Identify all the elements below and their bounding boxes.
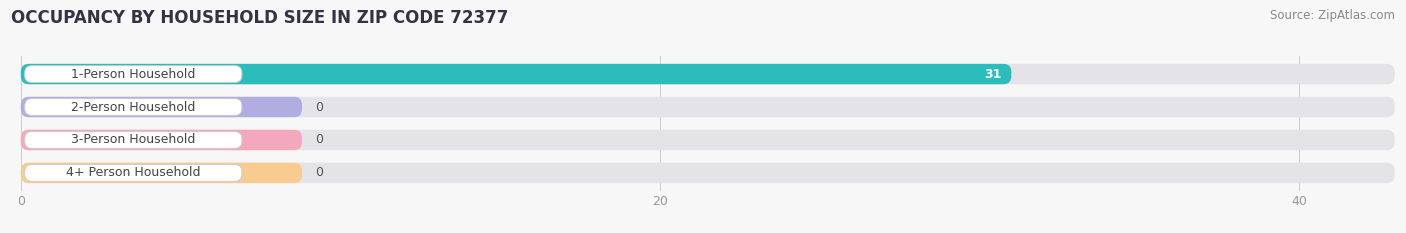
FancyBboxPatch shape — [25, 132, 242, 148]
Text: 3-Person Household: 3-Person Household — [72, 134, 195, 147]
FancyBboxPatch shape — [21, 163, 302, 183]
FancyBboxPatch shape — [21, 130, 1395, 150]
Text: 0: 0 — [315, 100, 323, 113]
FancyBboxPatch shape — [25, 99, 242, 115]
FancyBboxPatch shape — [21, 97, 1395, 117]
FancyBboxPatch shape — [21, 97, 302, 117]
Text: Source: ZipAtlas.com: Source: ZipAtlas.com — [1270, 9, 1395, 22]
Text: 0: 0 — [315, 134, 323, 147]
Text: 1-Person Household: 1-Person Household — [72, 68, 195, 81]
Text: 2-Person Household: 2-Person Household — [72, 100, 195, 113]
Text: 31: 31 — [984, 68, 1001, 81]
FancyBboxPatch shape — [25, 66, 242, 82]
FancyBboxPatch shape — [21, 64, 1395, 84]
Text: 0: 0 — [315, 166, 323, 179]
Text: 4+ Person Household: 4+ Person Household — [66, 166, 201, 179]
FancyBboxPatch shape — [21, 163, 1395, 183]
FancyBboxPatch shape — [25, 164, 242, 181]
Text: OCCUPANCY BY HOUSEHOLD SIZE IN ZIP CODE 72377: OCCUPANCY BY HOUSEHOLD SIZE IN ZIP CODE … — [11, 9, 509, 27]
FancyBboxPatch shape — [21, 130, 302, 150]
FancyBboxPatch shape — [21, 64, 1011, 84]
